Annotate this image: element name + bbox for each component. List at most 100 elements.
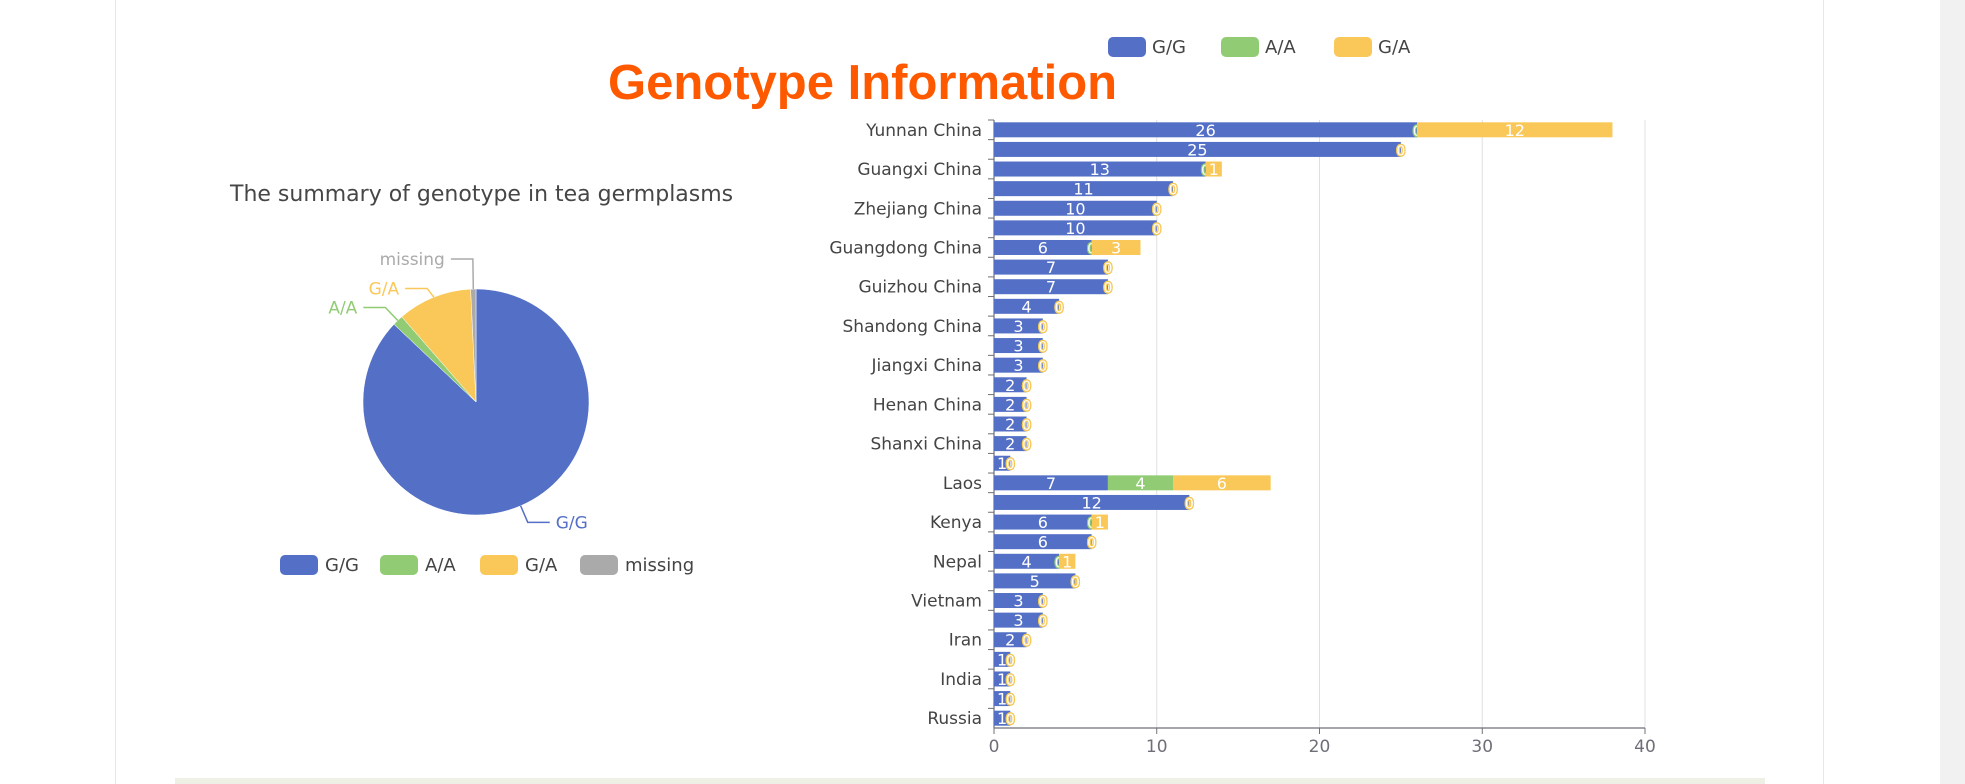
bar-g-g-26 bbox=[994, 632, 1027, 648]
data-label-g-g-14: 2 bbox=[1005, 395, 1015, 414]
y-tick-label-shanxi-china: Shanxi China bbox=[870, 435, 982, 455]
bar-g-g-21 bbox=[994, 534, 1092, 550]
data-label-g-a-17: 0 bbox=[1006, 457, 1015, 473]
y-tick-label-henan-china: Henan China bbox=[873, 395, 982, 415]
y-tick-label-vietnam: Vietnam bbox=[911, 592, 982, 612]
data-label-g-a-23: 0 bbox=[1071, 575, 1080, 591]
data-label-g-a-12: 0 bbox=[1038, 359, 1047, 375]
bar-g-g-19 bbox=[994, 494, 1190, 510]
pie-legend-swatch-missing bbox=[580, 555, 618, 575]
data-label-g-a-7: 0 bbox=[1103, 261, 1112, 277]
bar-g-g-22 bbox=[994, 553, 1060, 569]
data-label-g-g-4: 10 bbox=[1065, 199, 1085, 218]
bar-g-g-28 bbox=[994, 671, 1011, 687]
bar-legend-swatch-a-a bbox=[1221, 37, 1259, 57]
data-label-g-a-13: 0 bbox=[1022, 379, 1031, 395]
data-label-g-g-20: 6 bbox=[1038, 513, 1048, 532]
pie-label-line-g-a bbox=[405, 287, 435, 298]
data-label-g-g-8: 7 bbox=[1046, 278, 1056, 297]
bar-a-a-18 bbox=[1107, 475, 1174, 491]
data-label-g-g-24: 3 bbox=[1013, 592, 1023, 611]
bar-g-g-1 bbox=[994, 141, 1401, 157]
data-label-g-a-27: 0 bbox=[1006, 653, 1015, 669]
data-label-g-g-2: 13 bbox=[1090, 160, 1110, 179]
bar-g-g-10 bbox=[994, 318, 1043, 334]
bar-g-a-6 bbox=[1091, 239, 1141, 255]
data-label-g-g-18: 7 bbox=[1046, 474, 1056, 493]
pie-label-line-a-a bbox=[363, 306, 399, 321]
data-label-g-a-30: 0 bbox=[1006, 712, 1015, 728]
pie-label-line-g-g bbox=[519, 505, 550, 524]
data-label-g-g-15: 2 bbox=[1005, 415, 1015, 434]
data-label-g-a-8: 0 bbox=[1103, 281, 1112, 297]
bar-g-g-4 bbox=[994, 200, 1157, 216]
data-label-a-a-23: 0 bbox=[1071, 575, 1080, 591]
bar-g-a-2 bbox=[1205, 161, 1222, 177]
pie-label-line-missing bbox=[450, 258, 475, 290]
data-label-g-a-28: 0 bbox=[1006, 673, 1015, 689]
bar-g-g-24 bbox=[994, 593, 1043, 609]
data-label-g-g-26: 2 bbox=[1005, 631, 1015, 650]
data-label-g-g-9: 4 bbox=[1021, 297, 1031, 316]
bar-g-g-14 bbox=[994, 396, 1027, 412]
data-label-a-a-11: 0 bbox=[1038, 340, 1047, 356]
data-label-g-g-21: 6 bbox=[1038, 533, 1048, 552]
data-label-a-a-28: 0 bbox=[1006, 673, 1015, 689]
y-tick-label-guizhou-china: Guizhou China bbox=[858, 278, 982, 298]
pie-label-g-g: G/G bbox=[556, 513, 588, 533]
y-tick-label-kenya: Kenya bbox=[930, 513, 982, 533]
y-tick-label-laos: Laos bbox=[943, 474, 982, 494]
bar-g-g-2 bbox=[994, 161, 1206, 177]
data-label-a-a-19: 0 bbox=[1185, 496, 1194, 512]
data-label-g-g-22: 4 bbox=[1021, 552, 1031, 571]
data-label-a-a-7: 0 bbox=[1103, 261, 1112, 277]
data-label-g-a-1: 0 bbox=[1396, 143, 1405, 159]
bar-g-g-18 bbox=[994, 475, 1108, 491]
data-label-a-a-21: 0 bbox=[1087, 536, 1096, 552]
data-label-g-g-5: 10 bbox=[1065, 219, 1085, 238]
data-label-g-a-5: 0 bbox=[1152, 222, 1161, 238]
x-tick-label-40: 40 bbox=[1634, 737, 1656, 757]
scrollbar-track[interactable] bbox=[1940, 0, 1965, 784]
data-label-g-g-29: 1 bbox=[997, 690, 1007, 709]
bar-g-g-13 bbox=[994, 377, 1027, 393]
data-label-g-a-15: 0 bbox=[1022, 418, 1031, 434]
bar-g-g-3 bbox=[994, 181, 1174, 197]
pie-legend-label-g-a: G/A bbox=[525, 555, 558, 576]
data-label-g-a-4: 0 bbox=[1152, 202, 1161, 218]
bar-legend-label-a-a: A/A bbox=[1265, 37, 1296, 58]
data-label-g-a-6: 3 bbox=[1111, 238, 1121, 257]
y-tick-label-jiangxi-china: Jiangxi China bbox=[871, 356, 982, 376]
y-tick-label-india: India bbox=[940, 670, 982, 690]
data-label-a-a-13: 0 bbox=[1022, 379, 1031, 395]
bar-g-g-12 bbox=[994, 357, 1043, 373]
x-tick-label-20: 20 bbox=[1309, 737, 1331, 757]
data-label-g-a-26: 0 bbox=[1022, 634, 1031, 650]
data-label-a-a-8: 0 bbox=[1103, 281, 1112, 297]
data-label-a-a-24: 0 bbox=[1038, 595, 1047, 611]
x-tick-label-30: 30 bbox=[1471, 737, 1493, 757]
data-label-g-a-19: 0 bbox=[1185, 496, 1194, 512]
data-label-g-a-24: 0 bbox=[1038, 595, 1047, 611]
bar-g-g-11 bbox=[994, 338, 1043, 354]
y-tick-label-iran: Iran bbox=[949, 631, 982, 651]
y-tick-label-shandong-china: Shandong China bbox=[843, 317, 982, 337]
data-label-g-g-13: 2 bbox=[1005, 376, 1015, 395]
page-title: Genotype Information bbox=[608, 56, 1118, 110]
data-label-a-a-3: 0 bbox=[1169, 183, 1178, 199]
y-tick-label-russia: Russia bbox=[927, 709, 982, 729]
data-label-a-a-14: 0 bbox=[1022, 398, 1031, 414]
data-label-a-a-4: 0 bbox=[1152, 202, 1161, 218]
bar-g-g-15 bbox=[994, 416, 1027, 432]
data-label-g-a-10: 0 bbox=[1038, 320, 1047, 336]
bar-g-a-22 bbox=[1059, 553, 1076, 569]
data-label-g-g-17: 1 bbox=[997, 454, 1007, 473]
y-tick-label-yunnan-china: Yunnan China bbox=[865, 121, 982, 141]
data-label-g-g-30: 1 bbox=[997, 709, 1007, 728]
bar-legend-swatch-g-g bbox=[1108, 37, 1146, 57]
data-label-g-g-1: 25 bbox=[1187, 140, 1207, 159]
data-label-g-a-25: 0 bbox=[1038, 614, 1047, 630]
bar-g-g-27 bbox=[994, 651, 1011, 667]
bar-legend-label-g-g: G/G bbox=[1152, 37, 1186, 58]
data-label-g-g-10: 3 bbox=[1013, 317, 1023, 336]
